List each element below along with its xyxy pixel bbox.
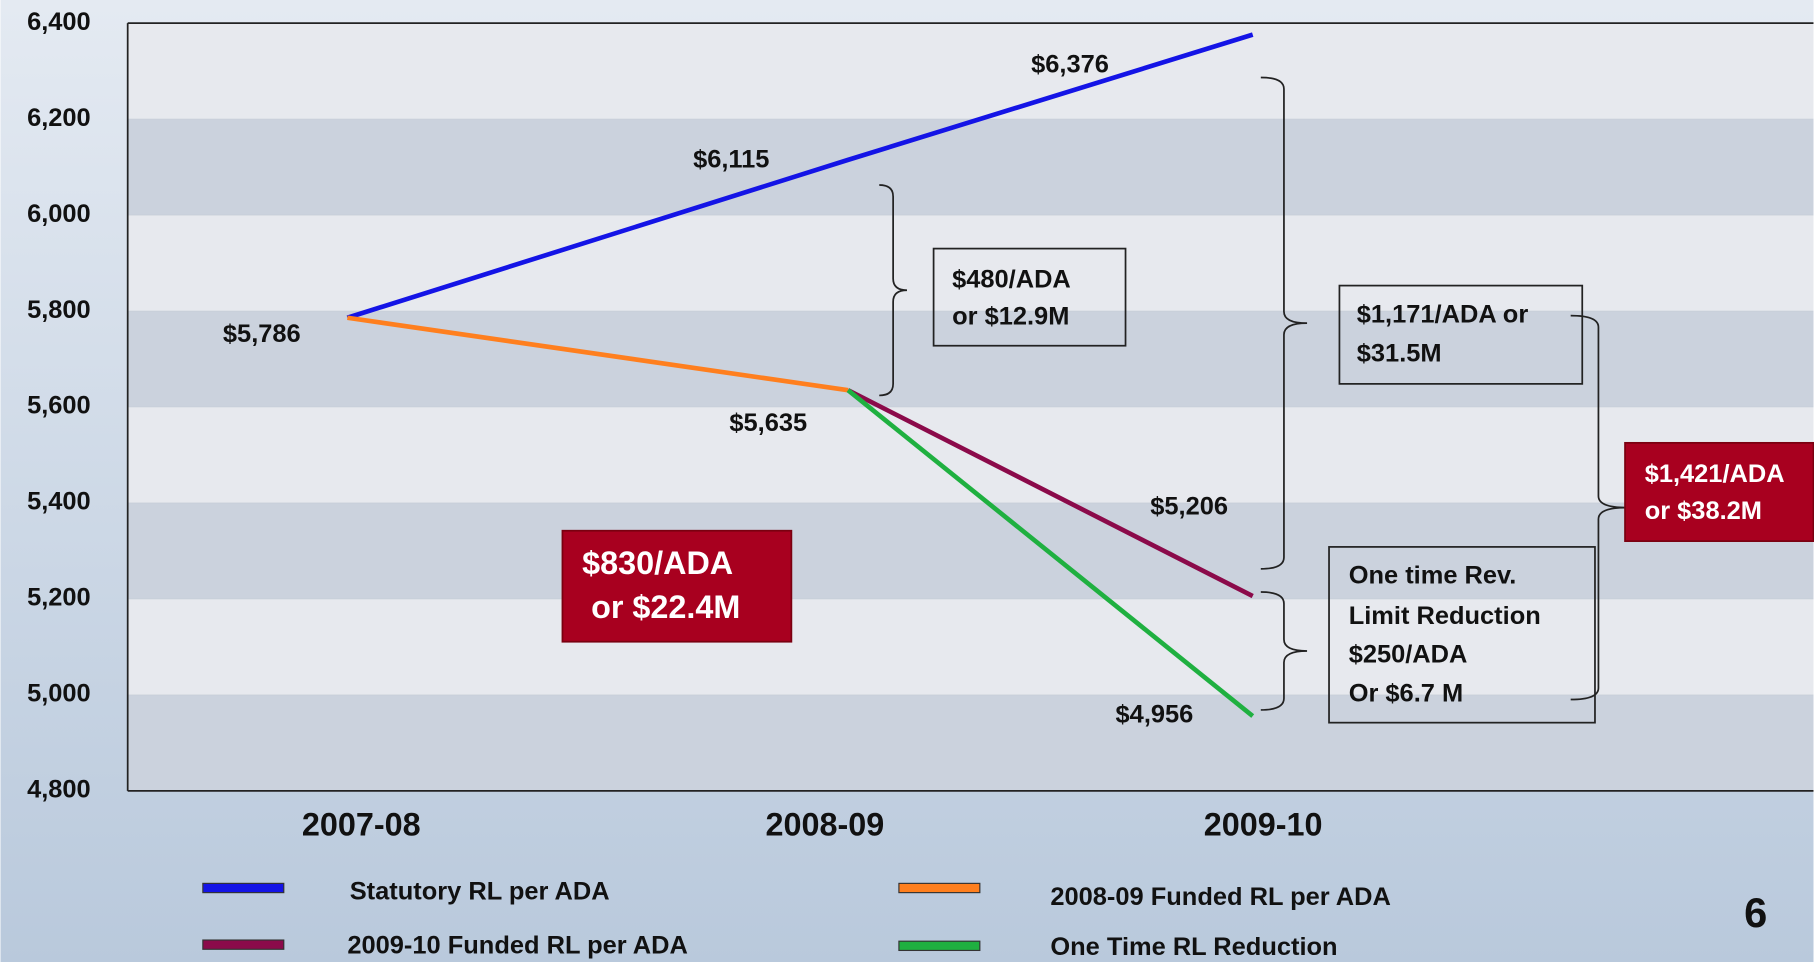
series-line	[846, 388, 1254, 599]
x-tick-label: 2008-09	[766, 806, 885, 842]
y-tick-label: 6,000	[27, 200, 91, 228]
annotation-text: $830/ADA	[582, 545, 733, 581]
legend-swatch	[202, 939, 285, 950]
data-label: $5,206	[1150, 492, 1228, 520]
legend-swatch	[202, 882, 285, 894]
annotation-box	[1338, 284, 1584, 385]
annotation-text: or $38.2M	[1645, 497, 1762, 525]
data-label: $6,115	[693, 145, 769, 173]
y-tick-label: 6,400	[27, 8, 91, 36]
annotation-box	[1624, 441, 1814, 542]
annotation-box	[1328, 546, 1596, 724]
grid-band	[127, 215, 1814, 312]
y-tick-label: 4,800	[27, 776, 91, 804]
data-label: $5,786	[223, 320, 301, 348]
legend-swatch	[898, 882, 981, 894]
page-number: 6	[1744, 889, 1767, 936]
y-tick-label: 5,800	[27, 296, 91, 324]
grid-band	[127, 598, 1814, 695]
annotation-text: $480/ADA	[952, 266, 1071, 294]
brace	[879, 184, 908, 397]
grid-band	[127, 694, 1814, 791]
y-tick-label: 5,000	[27, 680, 91, 708]
y-tick-label: 6,200	[27, 104, 91, 132]
grid-band	[127, 23, 1814, 120]
legend-swatch	[898, 940, 981, 952]
y-tick-label: 5,400	[27, 488, 91, 516]
series-line	[846, 388, 1255, 718]
x-tick-label: 2007-08	[302, 806, 421, 842]
annotation-box	[561, 529, 793, 643]
annotation-text: $250/ADA	[1349, 640, 1468, 668]
annotation-box	[932, 247, 1127, 347]
annotation-text: $31.5M	[1357, 340, 1442, 368]
x-tick-label: 2009-10	[1204, 806, 1323, 842]
brace	[1260, 76, 1308, 570]
data-label: $6,376	[1031, 51, 1109, 79]
y-tick-label: 5,600	[27, 392, 91, 420]
series-line	[346, 32, 1254, 320]
annotation-text: Limit Reduction	[1349, 602, 1541, 630]
grid-band	[127, 119, 1814, 216]
y-tick-label: 5,200	[27, 584, 91, 612]
legend-label: One Time RL Reduction	[1050, 933, 1337, 961]
grid-band	[127, 502, 1814, 599]
data-label: $4,956	[1116, 700, 1194, 728]
legend-label: Statutory RL per ADA	[350, 877, 610, 905]
legend-label: 2008-09 Funded RL per ADA	[1050, 883, 1390, 911]
annotation-text: $1,171/ADA or	[1357, 300, 1529, 328]
annotation-text: or $22.4M	[582, 589, 740, 625]
annotation-text: One time Rev.	[1349, 562, 1517, 590]
data-label: $5,635	[729, 409, 807, 437]
annotation-text: Or $6.7 M	[1349, 680, 1463, 708]
annotation-text: or $12.9M	[952, 303, 1069, 331]
series-line	[347, 315, 849, 393]
legend-label: 2009-10 Funded RL per ADA	[347, 932, 687, 960]
brace	[1260, 591, 1308, 711]
annotation-text: $1,421/ADA	[1645, 460, 1785, 488]
